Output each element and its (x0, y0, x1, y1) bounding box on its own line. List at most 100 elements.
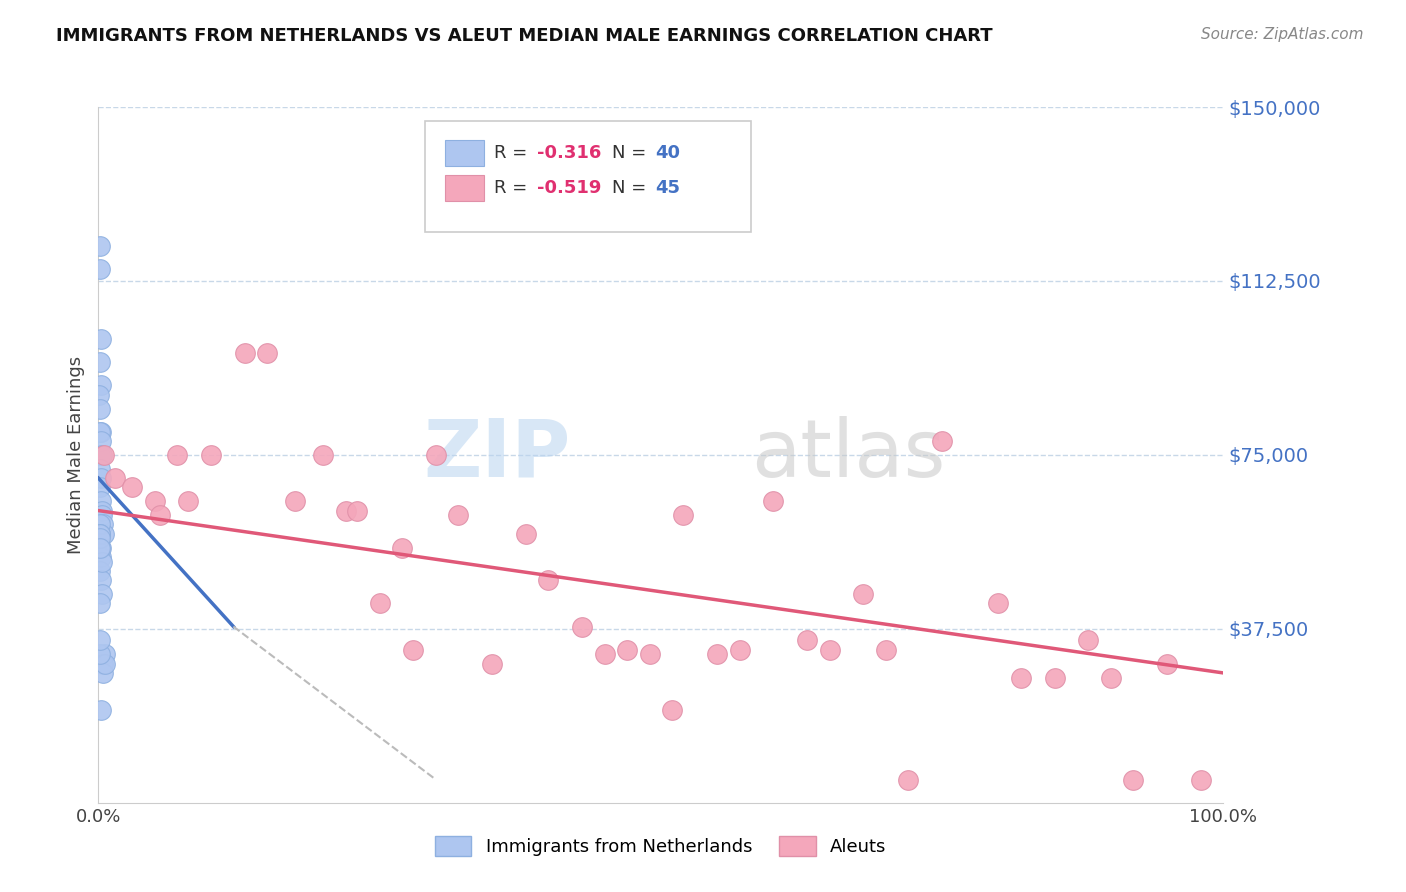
Text: -0.316: -0.316 (537, 144, 602, 162)
Point (762, 494, 785, 508)
Text: R =: R = (495, 178, 533, 197)
Point (89, 564, 111, 578)
Point (90, 471, 112, 485)
Point (89, 526, 111, 541)
Point (90, 573, 112, 587)
Point (638, 648, 661, 662)
Point (89, 448, 111, 462)
Text: IMMIGRANTS FROM NETHERLANDS VS ALEUT MEDIAN MALE EARNINGS CORRELATION CHART: IMMIGRANTS FROM NETHERLANDS VS ALEUT MED… (56, 27, 993, 45)
Point (89, 526, 111, 541)
Point (89, 425, 111, 439)
Point (90, 555, 112, 569)
FancyBboxPatch shape (444, 175, 484, 201)
Point (121, 480, 143, 494)
Point (91, 517, 114, 532)
Point (90, 332, 112, 346)
Point (89, 532, 111, 546)
Point (402, 642, 425, 657)
Point (89, 355, 111, 369)
Point (89, 541, 111, 555)
Point (89, 387, 111, 401)
Point (90, 448, 112, 462)
Point (90, 494, 112, 508)
Text: atlas: atlas (751, 416, 945, 494)
Text: ZIP: ZIP (423, 416, 571, 494)
Point (89, 541, 111, 555)
Point (90, 587, 112, 601)
Point (90, 434, 112, 448)
Point (1010, 671, 1032, 685)
Point (149, 508, 172, 523)
Text: N =: N = (613, 144, 652, 162)
Point (1077, 633, 1099, 648)
Point (89, 401, 111, 416)
Point (346, 503, 368, 517)
Point (425, 448, 447, 462)
Point (89, 239, 111, 253)
Point (284, 494, 307, 508)
Legend: Immigrants from Netherlands, Aleuts: Immigrants from Netherlands, Aleuts (427, 829, 894, 863)
Point (90, 703, 112, 717)
FancyBboxPatch shape (425, 121, 751, 232)
Point (368, 596, 391, 610)
Point (818, 642, 841, 657)
Point (166, 448, 188, 462)
Point (1189, 772, 1212, 787)
Point (89, 633, 111, 648)
Point (90, 503, 112, 517)
Point (1156, 657, 1178, 671)
Point (200, 448, 222, 462)
Text: N =: N = (613, 178, 652, 197)
Point (481, 657, 503, 671)
Point (90, 378, 112, 392)
Point (852, 587, 875, 601)
Text: -0.519: -0.519 (537, 178, 602, 197)
Point (93, 665, 115, 680)
Point (312, 448, 335, 462)
Point (335, 503, 357, 517)
Point (89, 262, 111, 277)
Point (897, 772, 920, 787)
Point (93, 657, 115, 671)
Text: 45: 45 (655, 178, 681, 197)
Point (571, 619, 593, 633)
Point (616, 642, 638, 657)
Point (593, 648, 616, 662)
Point (90, 541, 112, 555)
Point (89, 480, 111, 494)
Point (177, 494, 200, 508)
Point (89, 517, 111, 532)
Point (89, 596, 111, 610)
Point (1122, 772, 1144, 787)
Point (90, 549, 112, 564)
Point (447, 508, 470, 523)
FancyBboxPatch shape (444, 140, 484, 166)
Point (90, 425, 112, 439)
Point (233, 346, 256, 360)
Point (706, 648, 728, 662)
Point (93, 657, 115, 671)
Point (875, 642, 897, 657)
Point (391, 541, 413, 555)
Text: R =: R = (495, 144, 533, 162)
Point (256, 346, 278, 360)
Text: 40: 40 (655, 144, 681, 162)
Point (1099, 671, 1122, 685)
Point (89, 462, 111, 476)
Point (728, 642, 751, 657)
Y-axis label: Median Male Earnings: Median Male Earnings (66, 356, 84, 554)
Point (89, 648, 111, 662)
Point (661, 703, 683, 717)
Text: Source: ZipAtlas.com: Source: ZipAtlas.com (1201, 27, 1364, 42)
Point (104, 471, 127, 485)
Point (93, 448, 115, 462)
Point (515, 526, 537, 541)
Point (93, 648, 115, 662)
Point (1043, 671, 1066, 685)
Point (93, 526, 115, 541)
Point (91, 508, 114, 523)
Point (931, 434, 953, 448)
Point (987, 596, 1010, 610)
Point (143, 494, 166, 508)
Point (537, 573, 560, 587)
